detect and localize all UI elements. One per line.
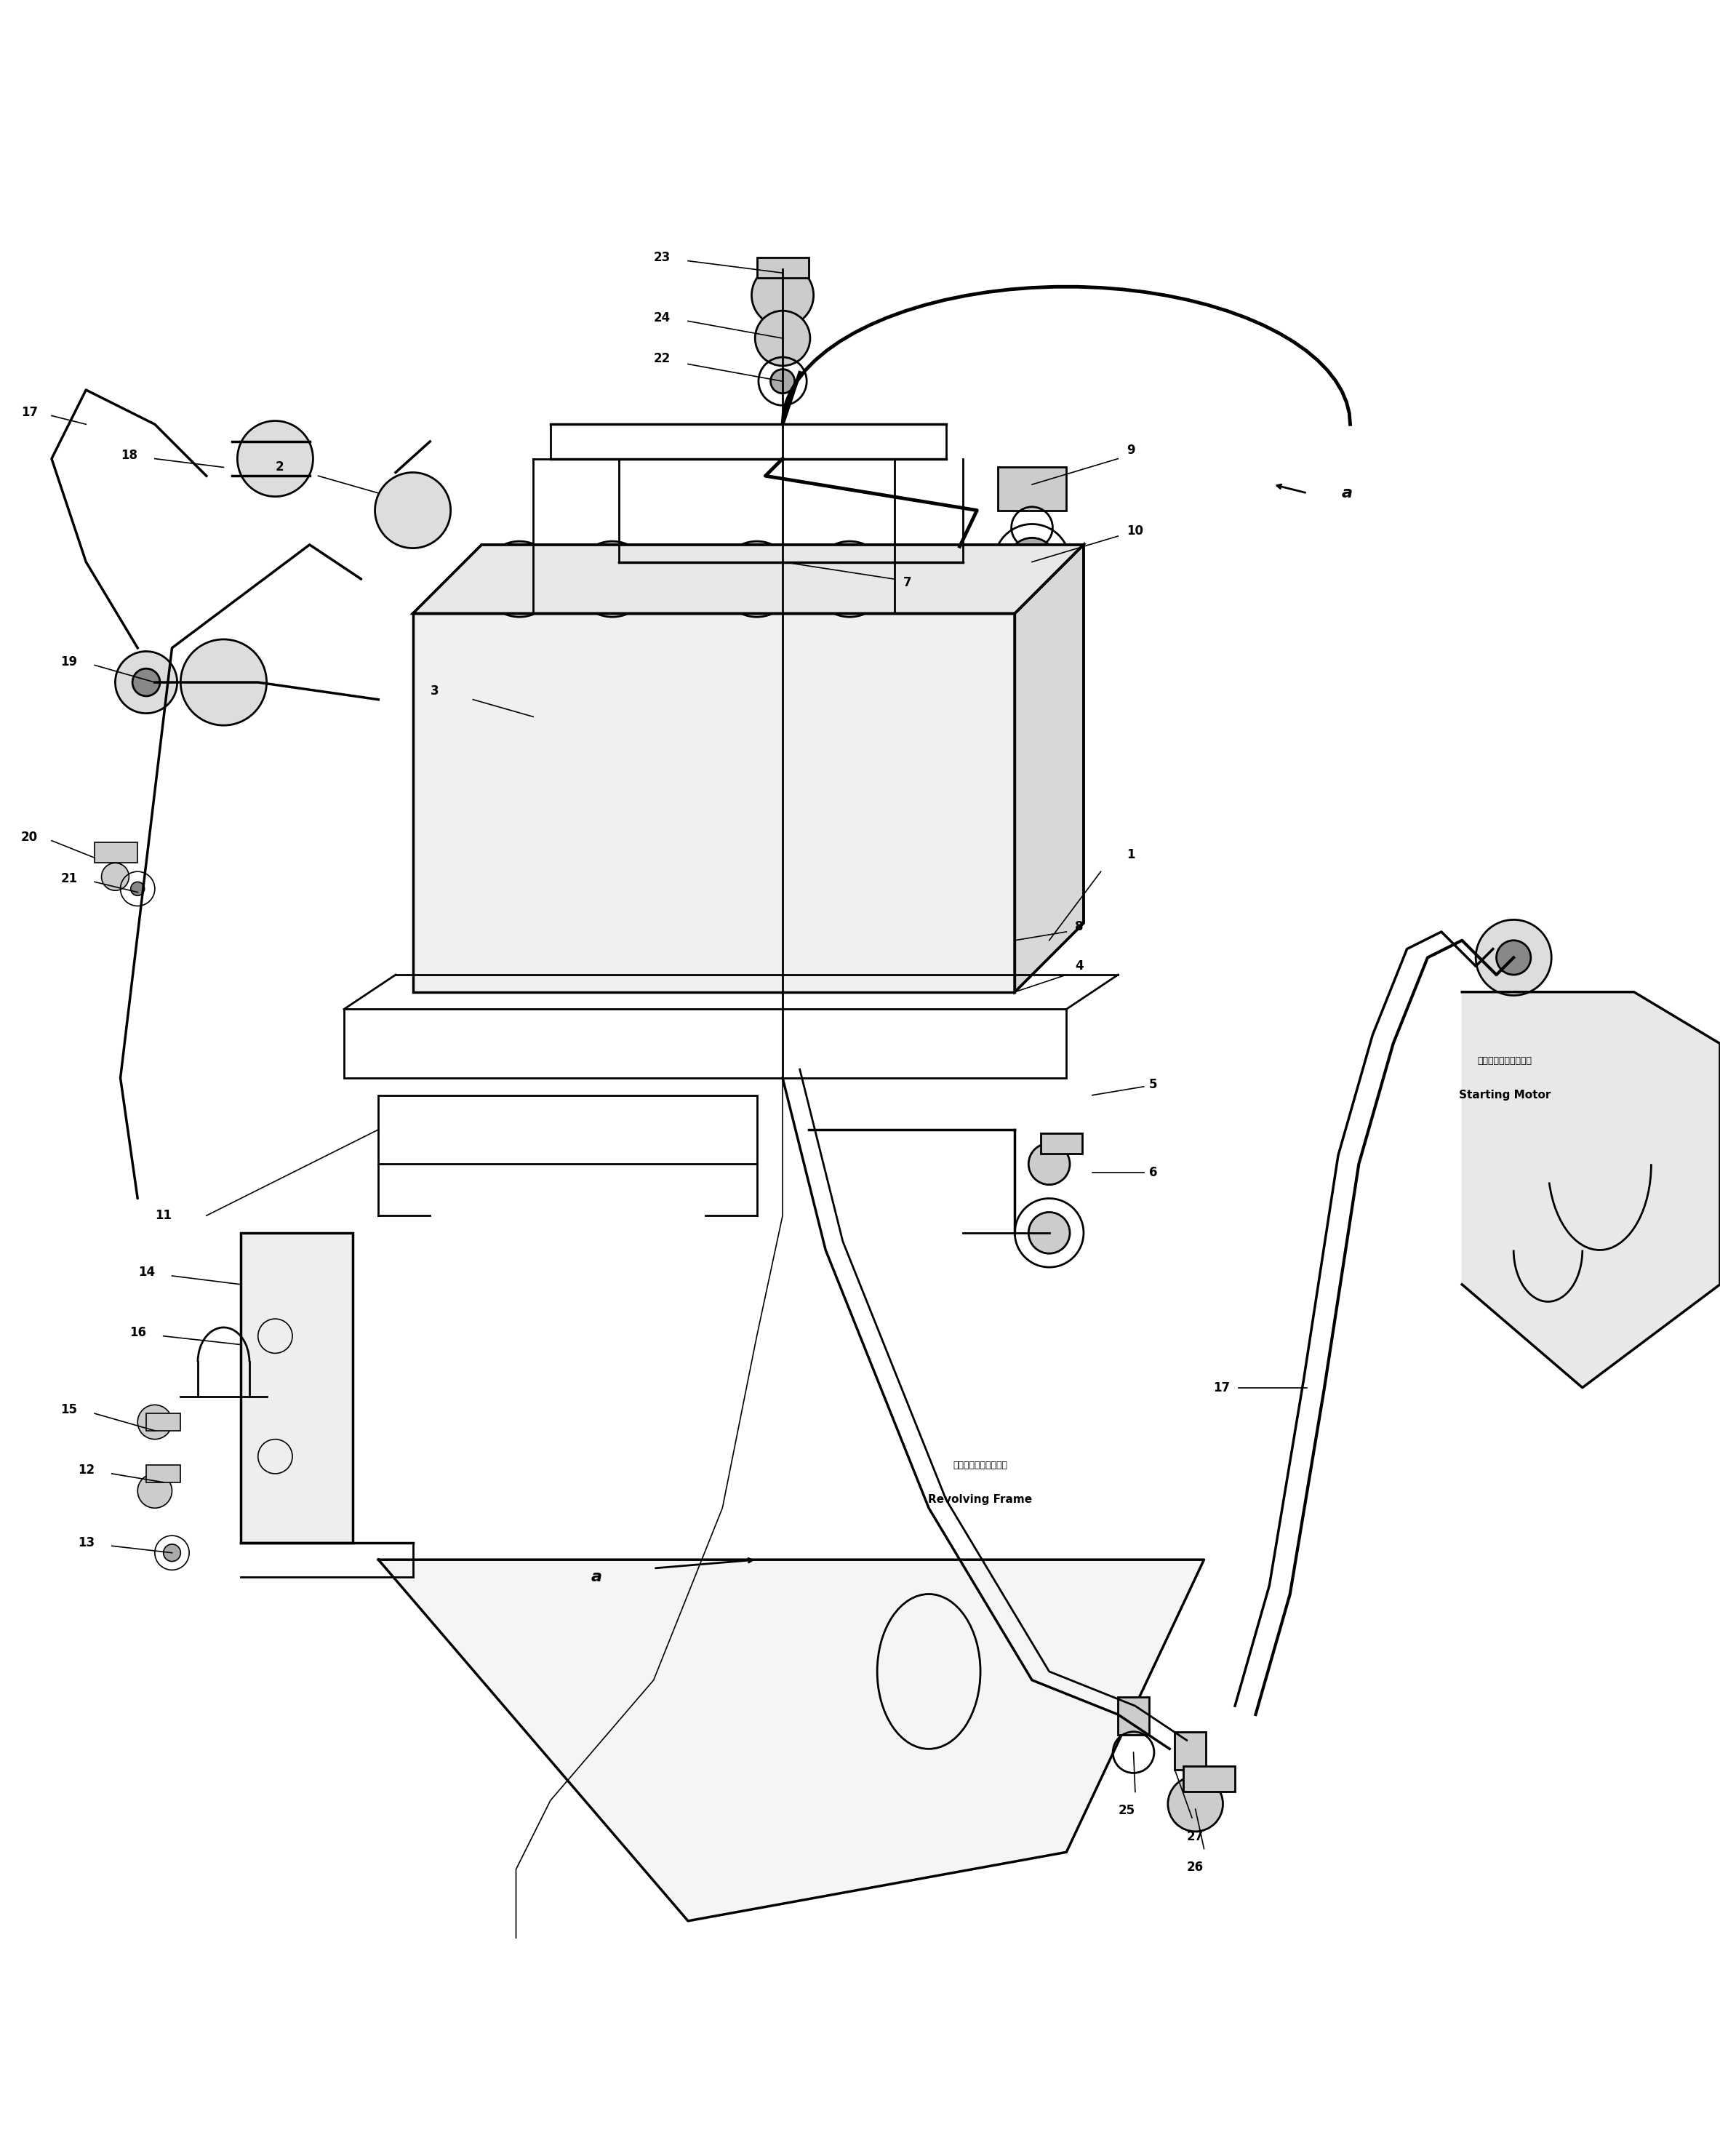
- Circle shape: [181, 640, 267, 724]
- Bar: [413, 614, 1015, 992]
- Polygon shape: [1462, 992, 1720, 1388]
- Circle shape: [719, 541, 795, 617]
- Text: 4: 4: [1075, 959, 1084, 972]
- Text: 19: 19: [60, 655, 77, 668]
- Text: 24: 24: [654, 310, 671, 323]
- Text: a: a: [592, 1570, 602, 1585]
- Bar: [998, 468, 1066, 511]
- Bar: [1041, 1134, 1082, 1153]
- Text: 9: 9: [1127, 444, 1135, 457]
- Circle shape: [1029, 1143, 1070, 1184]
- Text: 10: 10: [1127, 524, 1144, 537]
- Circle shape: [138, 1406, 172, 1440]
- Circle shape: [755, 310, 810, 367]
- Text: 20: 20: [21, 830, 38, 843]
- Bar: [1118, 1697, 1149, 1736]
- Text: 25: 25: [1118, 1805, 1135, 1818]
- Bar: [241, 1233, 353, 1542]
- Circle shape: [237, 420, 313, 496]
- Text: 18: 18: [120, 448, 138, 461]
- Text: 17: 17: [21, 405, 38, 418]
- Text: 16: 16: [129, 1326, 146, 1339]
- Text: Starting Motor: Starting Motor: [1459, 1089, 1551, 1102]
- Bar: [146, 1466, 181, 1483]
- Circle shape: [1168, 1777, 1223, 1830]
- Text: a: a: [1342, 485, 1352, 500]
- Bar: [1175, 1731, 1206, 1770]
- Circle shape: [115, 651, 177, 714]
- Text: 7: 7: [903, 576, 912, 589]
- Text: 27: 27: [1187, 1830, 1204, 1843]
- Text: 22: 22: [654, 351, 671, 367]
- Text: スターティングモータ: スターティングモータ: [1477, 1056, 1533, 1065]
- Text: 17: 17: [1213, 1382, 1230, 1395]
- Text: 5: 5: [1149, 1078, 1158, 1091]
- Text: Revolving Frame: Revolving Frame: [929, 1494, 1032, 1505]
- Circle shape: [487, 561, 538, 612]
- Circle shape: [1496, 940, 1531, 975]
- Circle shape: [934, 545, 986, 597]
- Text: 23: 23: [654, 250, 671, 263]
- Bar: [146, 1414, 181, 1432]
- Text: 3: 3: [430, 683, 439, 699]
- Circle shape: [482, 541, 557, 617]
- Circle shape: [138, 1475, 172, 1507]
- Text: 21: 21: [60, 871, 77, 884]
- Circle shape: [1008, 537, 1056, 586]
- Text: 2: 2: [275, 461, 284, 474]
- Bar: [757, 257, 808, 278]
- Circle shape: [1476, 921, 1551, 996]
- Text: 13: 13: [77, 1535, 95, 1548]
- Circle shape: [101, 862, 129, 890]
- Circle shape: [574, 541, 650, 617]
- Text: 11: 11: [155, 1210, 172, 1222]
- Bar: [1183, 1766, 1235, 1792]
- Text: 8: 8: [1075, 921, 1084, 934]
- Circle shape: [375, 472, 451, 548]
- Circle shape: [163, 1544, 181, 1561]
- Circle shape: [812, 541, 888, 617]
- Bar: [344, 1009, 1066, 1078]
- Text: 6: 6: [1149, 1166, 1158, 1179]
- Circle shape: [132, 668, 160, 696]
- Bar: [95, 843, 138, 862]
- Circle shape: [771, 369, 795, 392]
- Text: 12: 12: [77, 1464, 95, 1477]
- Text: 15: 15: [60, 1404, 77, 1416]
- Text: レボルビングフレーム: レボルビングフレーム: [953, 1460, 1008, 1470]
- Text: 26: 26: [1187, 1861, 1204, 1874]
- Polygon shape: [1015, 545, 1084, 992]
- Polygon shape: [413, 545, 1084, 614]
- Circle shape: [131, 882, 144, 895]
- Polygon shape: [378, 1559, 1204, 1921]
- Bar: [378, 1095, 757, 1164]
- Text: 1: 1: [1127, 847, 1135, 860]
- Circle shape: [1029, 1212, 1070, 1253]
- Circle shape: [752, 265, 814, 326]
- Text: 14: 14: [138, 1266, 155, 1279]
